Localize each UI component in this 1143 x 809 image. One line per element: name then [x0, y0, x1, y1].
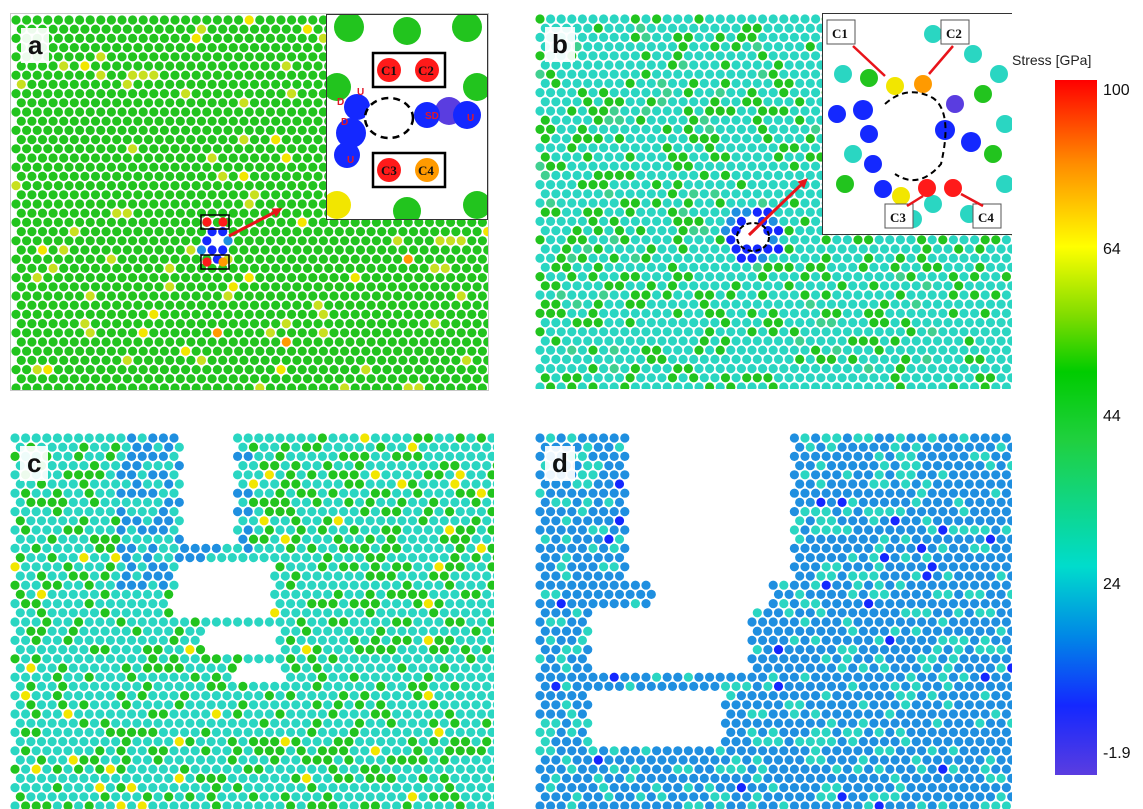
inset-a-c1-label: C1: [381, 63, 397, 78]
panel-c: c: [10, 432, 494, 809]
atom-lattice-d: [535, 433, 1012, 809]
panel-d: d: [535, 432, 1012, 809]
inset-b-c4-label: C4: [978, 210, 994, 225]
panel-label-c: c: [20, 446, 49, 481]
colorbar-tick-64: 64: [1103, 241, 1121, 258]
panel-label-b: b: [545, 27, 575, 62]
inset-a-marker-4: U: [347, 155, 354, 166]
colorbar-tick-44: 44: [1103, 408, 1121, 425]
inset-b-c2-label: C2: [946, 26, 962, 41]
inset-a-c2-label: C2: [418, 63, 434, 78]
colorbar-tick-24: 24: [1103, 576, 1121, 593]
atom-lattice-c: [10, 433, 494, 809]
inset-a-c3-label: C3: [381, 163, 397, 178]
panel-b: b C1 C2 C3 C4: [535, 13, 1012, 389]
inset-a-zoom: C1 C2 C3 C4 D U D U SD U: [327, 15, 487, 219]
inset-b-c1-label: C1: [832, 26, 848, 41]
inset-b-zoom: C1 C2 C3 C4: [826, 19, 1012, 229]
inset-a-marker-3: D: [341, 117, 348, 128]
panel-a: a C1 C2 C3 C4 D: [10, 13, 489, 391]
inset-a-marker-1: D: [337, 97, 344, 108]
colorbar: [1055, 80, 1097, 775]
inset-a-marker-6: U: [467, 113, 474, 124]
colorbar-title: Stress [GPa]: [1012, 52, 1092, 68]
panel-label-d: d: [545, 446, 575, 481]
inset-a-c4-label: C4: [418, 163, 434, 178]
inset-a-marker-2: U: [357, 87, 364, 98]
inset-a: C1 C2 C3 C4 D U D U SD U: [326, 14, 488, 220]
inset-b: C1 C2 C3 C4: [822, 13, 1012, 235]
inset-b-c3-label: C3: [890, 210, 906, 225]
colorbar-tick-neg1-9: -1.9: [1103, 745, 1131, 762]
inset-a-marker-5: SD: [425, 111, 439, 122]
panel-label-a: a: [21, 28, 50, 63]
colorbar-tick-100: 100: [1103, 82, 1130, 99]
